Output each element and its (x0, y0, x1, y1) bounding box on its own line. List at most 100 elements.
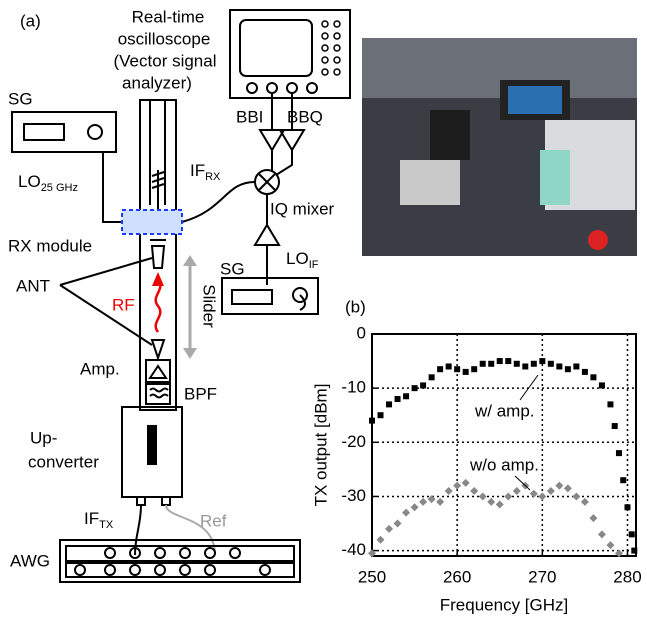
point (378, 412, 384, 418)
point (463, 369, 469, 375)
point (445, 487, 453, 495)
point (454, 366, 460, 372)
bbq-label: BBQ (287, 107, 323, 126)
amp-label: Amp. (80, 359, 120, 378)
point (453, 482, 461, 490)
series-label: w/o amp. (469, 455, 539, 474)
point (607, 401, 613, 407)
panel-label: (b) (345, 297, 366, 316)
point (369, 418, 375, 424)
slider-label: Slider (200, 284, 219, 328)
iq-mixer-label: IQ mixer (270, 199, 335, 218)
point (606, 541, 614, 549)
figure: (a) Real-time oscilloscope (Vector signa… (0, 0, 647, 621)
label-sub: RX (205, 171, 221, 183)
point (488, 361, 494, 367)
plot-frame (372, 334, 636, 556)
y-tick-label: -20 (341, 432, 366, 451)
point (629, 531, 635, 537)
label-sub: 25 GHz (41, 182, 78, 194)
x-axis-label: Frequency [GHz] (440, 595, 569, 614)
point (479, 492, 487, 500)
point (436, 498, 444, 506)
ref-label: Ref (200, 511, 227, 530)
point (522, 363, 528, 369)
y-tick-label: -10 (341, 378, 366, 397)
ant-label: ANT (16, 276, 50, 295)
point (624, 504, 630, 510)
point (395, 396, 401, 402)
y-axis-label: TX output [dBm] (311, 384, 330, 507)
point (565, 366, 571, 372)
panel-label: (a) (20, 11, 41, 30)
awg-label: AWG (10, 551, 50, 570)
point (480, 361, 486, 367)
upconverter-label: Up- (30, 428, 57, 447)
point (572, 492, 580, 500)
point (377, 536, 385, 544)
point (581, 498, 589, 506)
bpf-label: BPF (184, 384, 217, 403)
point (513, 487, 521, 495)
point (530, 490, 538, 498)
point (411, 503, 419, 511)
point (505, 358, 511, 364)
point (471, 366, 477, 372)
point (470, 487, 478, 495)
series-label: w/ amp. (474, 401, 535, 420)
if-rx-label: IFRX (190, 161, 221, 182)
point (598, 530, 606, 538)
point (429, 374, 435, 380)
label-main: IF (84, 509, 99, 528)
label-main: LO (18, 172, 41, 191)
point (590, 374, 596, 380)
point (555, 482, 563, 490)
point (531, 361, 537, 367)
scope-label: Real-time (132, 7, 205, 26)
point (589, 514, 597, 522)
point (419, 498, 427, 506)
label-main: LO (286, 249, 309, 268)
point (556, 363, 562, 369)
x-tick-label: 260 (443, 567, 471, 586)
lo-if-label: LOIF (286, 249, 319, 270)
diagram-shapes (12, 10, 350, 582)
lo-rf-label: LO25 GHz (18, 172, 78, 193)
point (548, 361, 554, 367)
y-tick-label: -30 (341, 486, 366, 505)
point (386, 401, 392, 407)
rx-module-label: RX module (8, 236, 92, 255)
point (497, 358, 503, 364)
point (612, 423, 618, 429)
point (514, 361, 520, 367)
sg-label: SG (220, 259, 245, 278)
if-tx-label: IFTX (84, 509, 114, 530)
point (620, 477, 626, 483)
point (420, 382, 426, 388)
label-main: IF (190, 161, 205, 180)
point (487, 498, 495, 506)
bbi-label: BBI (236, 107, 263, 126)
y-tick-label: -40 (341, 540, 366, 559)
upconverter-label: converter (28, 452, 99, 471)
point (564, 484, 572, 492)
x-tick-label: 270 (528, 567, 556, 586)
label-sub: TX (99, 519, 114, 531)
diagram-labels: (a) Real-time oscilloscope (Vector signa… (8, 7, 335, 570)
scope-label: analyzer) (122, 73, 192, 92)
point (547, 487, 555, 495)
point (582, 369, 588, 375)
photo (362, 38, 637, 256)
point (402, 509, 410, 517)
rf-label: RF (112, 295, 135, 314)
y-tick-label: 0 (357, 323, 366, 342)
scope-label: oscilloscope (118, 29, 211, 48)
point (616, 450, 622, 456)
point (385, 525, 393, 533)
point (538, 492, 546, 500)
point (446, 363, 452, 369)
point (412, 385, 418, 391)
x-tick-label: 280 (613, 567, 641, 586)
point (539, 358, 545, 364)
